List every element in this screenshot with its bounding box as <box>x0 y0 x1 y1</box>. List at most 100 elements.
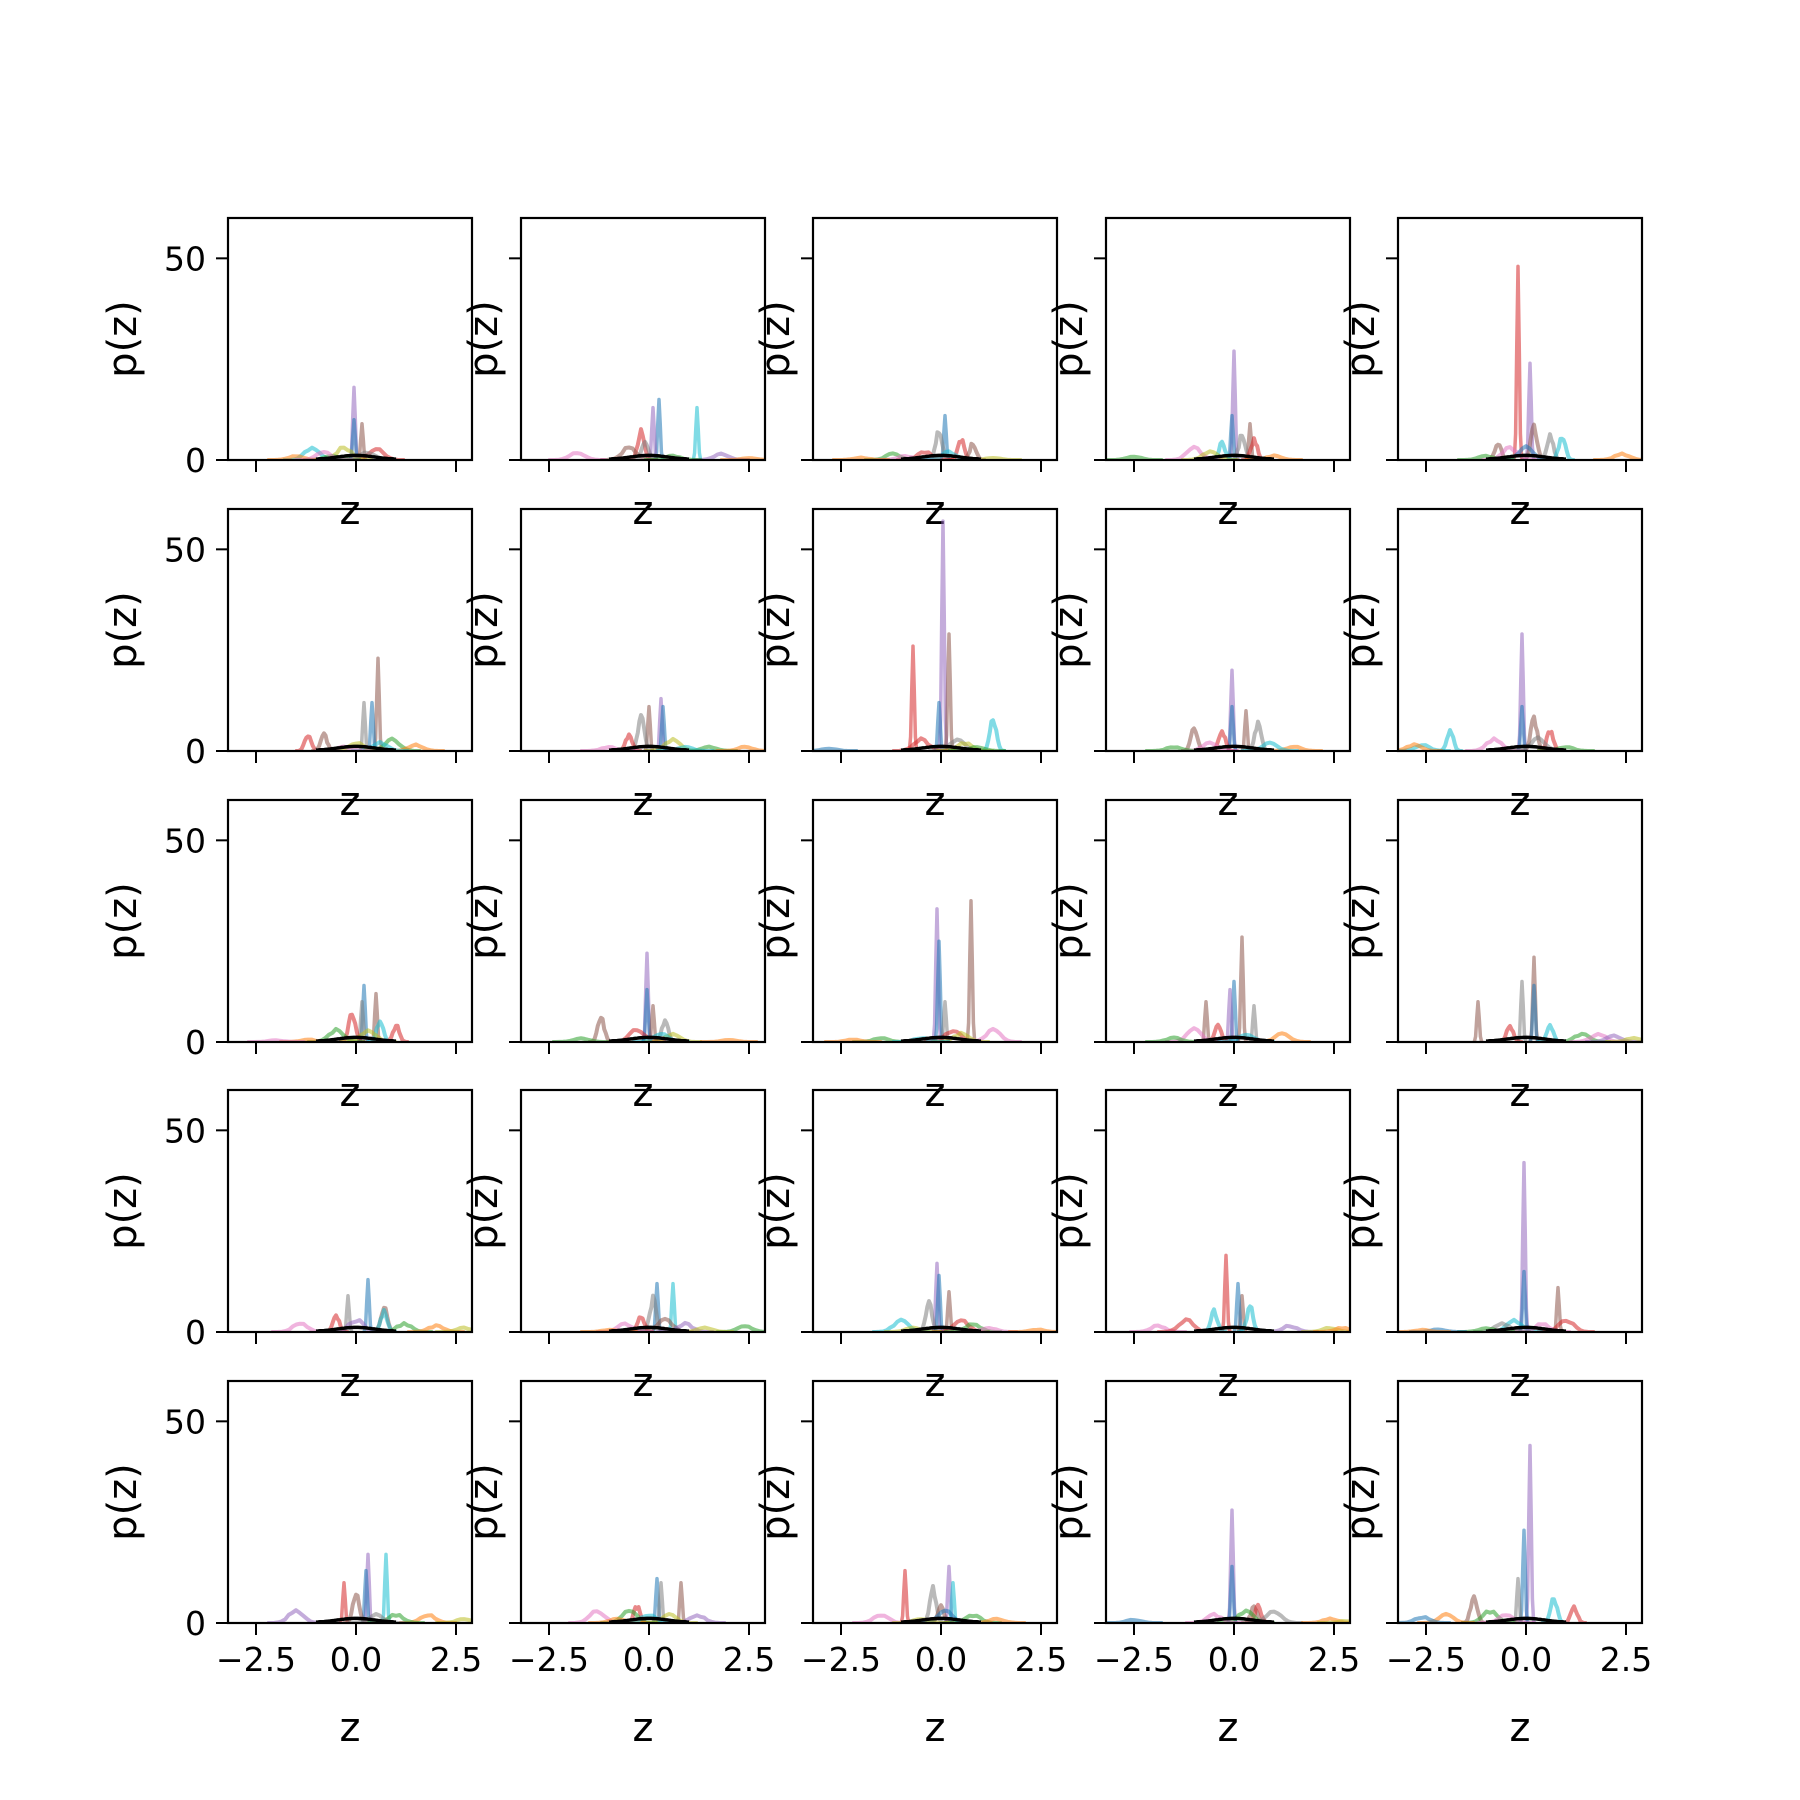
y-axis-label: p(z) <box>461 591 507 669</box>
density-line <box>906 644 920 751</box>
plot-area <box>1106 349 1303 460</box>
subplot-r2-c5: z p(z) <box>1338 507 1644 825</box>
density-line <box>691 405 703 460</box>
prior-density-line <box>1485 1035 1567 1042</box>
density-line <box>643 704 655 751</box>
prior-density-line <box>1485 1616 1567 1623</box>
x-tick-label: 2.5 <box>1015 1640 1067 1679</box>
prior-density-line <box>1485 1325 1567 1332</box>
y-axis-label: p(z) <box>753 1172 799 1250</box>
axes-frame <box>519 798 767 1044</box>
subplot-r3-c3: z p(z) <box>753 798 1059 1116</box>
x-axis-label: z <box>633 1705 654 1751</box>
x-tick-label: 2.5 <box>1308 1640 1360 1679</box>
y-axis-label: p(z) <box>1046 1463 1092 1541</box>
x-tick-label: 2.5 <box>430 1640 482 1679</box>
prior-density-line <box>1193 1616 1275 1623</box>
prior-density-line <box>315 1325 397 1332</box>
axes-frame <box>1104 507 1352 753</box>
plot-area <box>1457 264 1642 460</box>
plot-area <box>267 1552 472 1623</box>
overlap-guard <box>1107 1091 1349 1101</box>
subplot-r1-c5: z p(z) <box>1338 216 1644 534</box>
y-tick-label: 0 <box>185 441 206 480</box>
subplot-r4-c2: z p(z) <box>461 1088 767 1406</box>
subplot-r5-c1: −2.5 0.0 2.5 0 50 z p(z) <box>100 1379 482 1751</box>
y-axis-label: p(z) <box>753 300 799 378</box>
subplot-r3-c4: z p(z) <box>1046 798 1352 1116</box>
prior-density-line <box>608 453 690 460</box>
y-axis-label: p(z) <box>1338 1463 1384 1541</box>
y-axis-label: p(z) <box>1338 882 1384 960</box>
y-tick-label: 50 <box>164 239 206 278</box>
y-axis-label: p(z) <box>753 1463 799 1541</box>
subplot-r3-c1: 0 50 z p(z) <box>100 798 474 1116</box>
y-axis-label: p(z) <box>461 1172 507 1250</box>
subplot-r1-c2: z p(z) <box>461 216 767 534</box>
x-axis-label: z <box>925 1705 946 1751</box>
x-axis-label: z <box>633 1070 654 1116</box>
density-line <box>338 1580 350 1623</box>
prior-density-line <box>900 744 982 751</box>
x-tick-label: 0.0 <box>330 1640 382 1679</box>
plot-area <box>1398 1160 1595 1332</box>
axes-frame <box>226 216 474 462</box>
subplot-r4-c3: z p(z) <box>753 1088 1059 1406</box>
overlap-guard <box>1107 510 1349 520</box>
x-axis-label: z <box>1510 488 1531 534</box>
axes-frame <box>811 216 1059 462</box>
y-tick-label: 50 <box>164 821 206 860</box>
prior-density-line <box>1193 453 1275 460</box>
axes-frame <box>519 1088 767 1334</box>
prior-density-line <box>1193 1035 1275 1042</box>
x-axis-label: z <box>340 1360 361 1406</box>
plot-area <box>552 951 758 1042</box>
plot-area <box>1129 1253 1350 1332</box>
prior-density-line <box>900 1325 982 1332</box>
subplot-r3-c2: z p(z) <box>461 798 767 1116</box>
density-line <box>979 718 1007 751</box>
axes-frame <box>1396 1379 1644 1625</box>
x-axis-label: z <box>925 1360 946 1406</box>
overlap-guard <box>522 801 764 811</box>
x-tick-label: −2.5 <box>801 1640 881 1679</box>
y-axis-label: p(z) <box>1338 591 1384 669</box>
plot-area <box>1398 1443 1588 1623</box>
prior-density-line <box>315 453 397 460</box>
y-axis-label: p(z) <box>753 591 799 669</box>
y-axis-label: p(z) <box>100 591 146 669</box>
density-line <box>1516 979 1528 1042</box>
axes-frame <box>1104 1088 1352 1334</box>
density-line <box>1460 1594 1488 1623</box>
density-line <box>930 907 944 1042</box>
y-tick-label: 50 <box>164 530 206 569</box>
subplot-r2-c2: z p(z) <box>461 507 767 825</box>
axes-frame <box>1396 798 1644 1044</box>
x-axis-label: z <box>340 779 361 825</box>
x-axis-label: z <box>1218 779 1239 825</box>
prior-density-line <box>608 1035 690 1042</box>
overlap-guard <box>814 1382 1056 1392</box>
y-axis-label: p(z) <box>753 882 799 960</box>
plot-area <box>1145 668 1323 751</box>
x-tick-label: 0.0 <box>1208 1640 1260 1679</box>
plot-area <box>568 1576 726 1623</box>
y-tick-label: 0 <box>185 1023 206 1062</box>
y-axis-label: p(z) <box>1046 882 1092 960</box>
x-axis-label: z <box>1510 1360 1531 1406</box>
axes-frame <box>519 507 767 753</box>
axes-frame <box>226 1379 474 1625</box>
prior-density-line <box>315 1616 397 1623</box>
prior-density-line <box>608 1616 690 1623</box>
overlap-guard <box>1107 1382 1349 1392</box>
subplot-r1-c4: z p(z) <box>1046 216 1352 534</box>
prior-density-line <box>900 1616 982 1623</box>
prior-density-line <box>315 744 397 751</box>
density-line <box>1472 999 1484 1042</box>
axes-frame <box>519 216 767 462</box>
x-axis-label: z <box>925 779 946 825</box>
axes-frame <box>811 798 1059 1044</box>
x-tick-label: 2.5 <box>1600 1640 1652 1679</box>
prior-density-line <box>900 453 982 460</box>
x-tick-label: −2.5 <box>1386 1640 1466 1679</box>
